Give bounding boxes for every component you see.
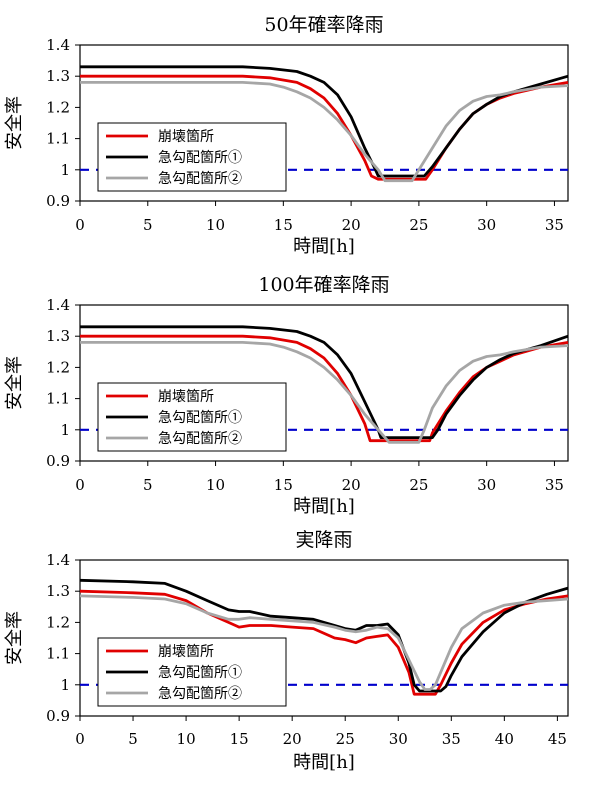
series-line-collapse (79, 589, 569, 696)
legend-label-steep1: 急勾配箇所① (158, 149, 242, 166)
chart-title: 実降雨 (295, 529, 352, 551)
y-tick-label: 1 (60, 161, 70, 179)
x-tick-label: 30 (477, 216, 496, 234)
series-line-steep1 (80, 325, 569, 440)
plot-frame (79, 304, 569, 462)
legend-label-steep2: 急勾配箇所② (158, 430, 242, 447)
y-tick-label: 1.3 (46, 327, 70, 345)
legend-label-steep1: 急勾配箇所① (158, 664, 242, 681)
y-tick-label: 1.2 (46, 358, 70, 376)
y-tick-label: 1.4 (46, 36, 70, 54)
x-tick-label: 25 (336, 730, 355, 748)
chart-panel-3: 実降雨 0.9 1 1.1 1.2 1.3 1.4 0 5 10 15 20 25 30 35 40 45 時間[… (4, 529, 569, 773)
y-axis-label: 安全率 (4, 96, 25, 150)
x-tick-label: 25 (409, 476, 428, 494)
x-tick-label: 5 (128, 730, 138, 748)
y-tick-label: 0.9 (46, 192, 70, 210)
series-line-steep1 (80, 65, 569, 178)
x-tick-label: 20 (342, 216, 361, 234)
x-tick-label: 25 (409, 216, 428, 234)
y-tick-label: 1.3 (46, 67, 70, 85)
y-tick-label: 1 (60, 676, 70, 694)
x-tick-label: 40 (495, 730, 514, 748)
x-tick-label: 15 (274, 476, 293, 494)
x-tick-label: 35 (442, 730, 461, 748)
x-tick-label: 35 (545, 476, 564, 494)
y-tick-label: 0.9 (46, 707, 70, 725)
x-tick-label: 10 (206, 216, 225, 234)
x-tick-label: 35 (545, 216, 564, 234)
y-tick-label: 1.2 (46, 613, 70, 631)
legend-label-collapse: 崩壊箇所 (158, 388, 214, 405)
legend-label-collapse: 崩壊箇所 (158, 643, 214, 660)
y-tick-label: 1 (60, 421, 70, 439)
x-axis-label: 時間[h] (293, 236, 355, 257)
x-tick-label: 30 (477, 476, 496, 494)
y-tick-label: 1.1 (46, 390, 70, 408)
series-line-steep2 (79, 594, 569, 691)
plot-frame (79, 44, 569, 202)
y-tick-label: 1.4 (46, 551, 70, 569)
y-tick-label: 1.3 (46, 582, 70, 600)
y-tick-label: 1.1 (46, 645, 70, 663)
series-line-steep2 (80, 340, 569, 444)
x-tick-label: 10 (177, 730, 196, 748)
y-axis-label: 安全率 (4, 611, 25, 665)
y-tick-label: 1.4 (46, 296, 70, 314)
chart-panel-2: 100年確率降雨 0.9 1 1.1 1.2 1.3 1.4 0 5 10 15 20 25 30 35 時間… (4, 274, 569, 517)
x-tick-label: 15 (274, 216, 293, 234)
legend-label-collapse: 崩壊箇所 (158, 128, 214, 145)
x-axis-label: 時間[h] (293, 496, 355, 517)
chart-title: 100年確率降雨 (258, 274, 389, 296)
x-tick-label: 20 (342, 476, 361, 494)
x-tick-label: 45 (548, 730, 567, 748)
plot-frame (79, 559, 569, 717)
x-axis-label: 時間[h] (293, 752, 355, 773)
x-tick-label: 10 (206, 476, 225, 494)
x-tick-label: 30 (389, 730, 408, 748)
y-tick-label: 1.1 (46, 130, 70, 148)
x-tick-label: 5 (143, 476, 153, 494)
chart-title: 50年確率降雨 (264, 14, 383, 36)
chart-panel-1: 50年確率降雨 0.9 1 1.1 1.2 1.3 1.4 0 5 10 15 20 25 30 35 時間[… (4, 14, 569, 257)
y-tick-label: 1.2 (46, 98, 70, 116)
x-tick-label: 0 (75, 216, 85, 234)
series-line-steep2 (80, 81, 569, 183)
y-tick-label: 0.9 (46, 452, 70, 470)
y-axis-label: 安全率 (4, 356, 25, 410)
legend-label-steep1: 急勾配箇所① (158, 409, 242, 426)
series-line-steep1 (79, 578, 569, 693)
legend-label-steep2: 急勾配箇所② (158, 170, 242, 187)
legend-label-steep2: 急勾配箇所② (158, 685, 242, 702)
x-tick-label: 0 (75, 476, 85, 494)
x-tick-label: 15 (230, 730, 249, 748)
x-tick-label: 20 (283, 730, 302, 748)
x-tick-label: 5 (143, 216, 153, 234)
x-tick-label: 0 (75, 730, 85, 748)
